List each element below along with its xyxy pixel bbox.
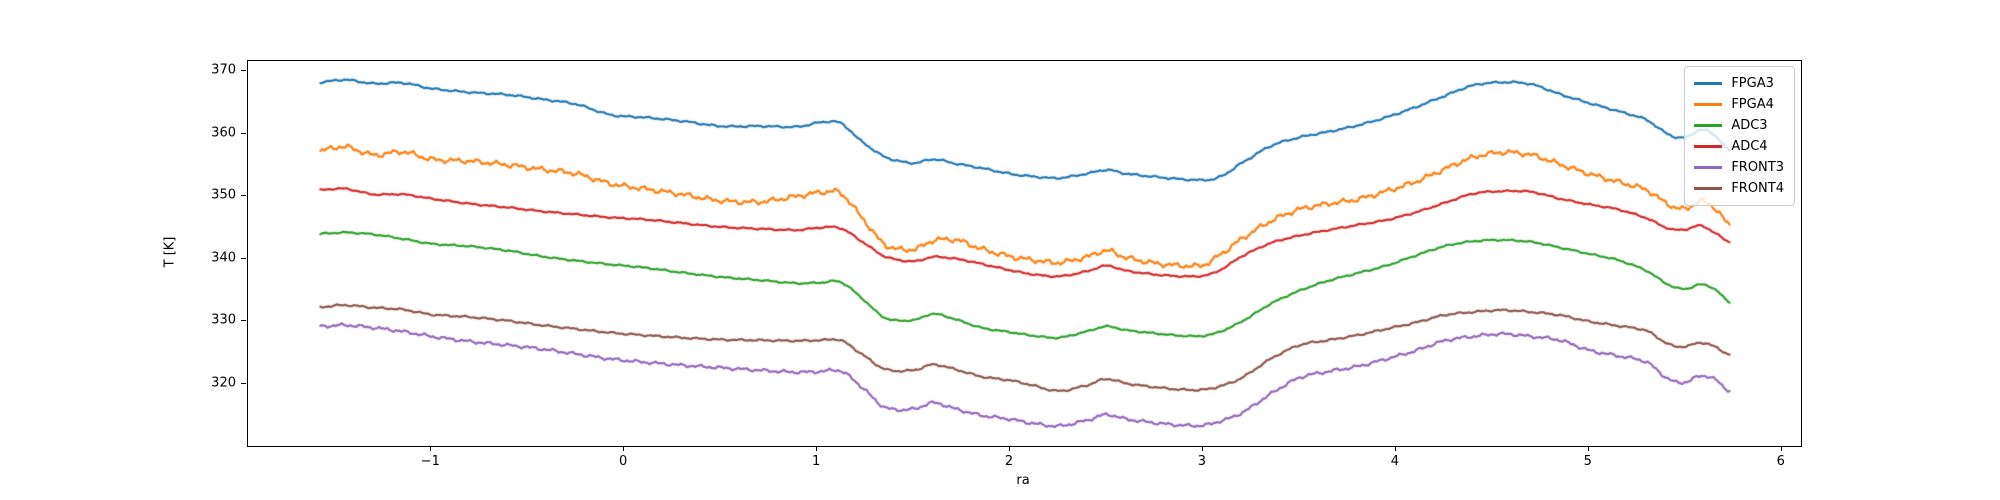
y-axis-tick-label: 370 [211,62,236,78]
legend-line-sample [1694,124,1723,127]
x-axis-tick-label: 2 [1004,454,1014,469]
x-axis-tick [1780,446,1782,451]
x-axis-tick-label: 5 [1583,454,1592,469]
y-axis-tick-label: 340 [211,250,236,266]
legend-line-sample [1694,166,1723,169]
legend-line-sample [1694,82,1723,85]
legend-label: FPGA4 [1731,97,1774,112]
legend-label: FPGA3 [1731,76,1774,91]
legend-label: FRONT3 [1731,160,1784,175]
legend-entry: FRONT4 [1694,178,1784,199]
x-axis-tick [1009,446,1011,451]
plot-canvas [248,61,1801,446]
x-axis-tick [430,446,432,451]
x-axis-tick [623,446,625,451]
legend-box: FPGA3 FPGA4 ADC3 ADC4 FRONT3 FRONT4 [1684,66,1795,206]
legend-entry: FPGA3 [1694,73,1784,94]
legend-line-sample [1694,145,1723,148]
y-axis-tick [241,383,246,385]
legend-label: ADC4 [1731,139,1768,154]
y-axis-tick [241,320,246,322]
y-axis-tick [241,257,246,259]
legend-entry: FRONT3 [1694,157,1784,178]
y-axis-tick-label: 350 [211,187,236,203]
legend-line-sample [1694,103,1723,106]
legend-entry: FPGA4 [1694,94,1784,115]
x-axis-tick [1394,446,1396,451]
x-axis-tick-label: 6 [1776,454,1785,469]
x-axis-tick-label: 1 [811,454,821,469]
y-axis-tick [241,132,246,134]
legend-entry: ADC4 [1694,136,1784,157]
y-axis-tick-label: 320 [211,375,236,391]
x-axis-label: ra [1016,473,1030,488]
x-axis-tick [816,446,818,451]
legend-label: FRONT4 [1731,181,1784,196]
legend-line-sample [1694,187,1723,190]
y-axis-tick-label: 330 [211,312,236,328]
x-axis-tick-label: 3 [1197,454,1207,469]
y-axis-tick [241,195,246,197]
x-axis-tick [1587,446,1589,451]
y-axis-tick-label: 360 [211,125,236,141]
legend-label: ADC3 [1731,118,1768,133]
x-axis-tick-label: 0 [619,454,628,469]
plot-area: FPGA3 FPGA4 ADC3 ADC4 FRONT3 FRONT4 [247,60,1802,447]
x-axis-tick-label: −1 [420,454,440,469]
x-axis-tick-label: 4 [1390,454,1399,469]
x-axis-tick [1201,446,1203,451]
y-axis-tick [241,70,246,72]
legend-entry: ADC3 [1694,115,1784,136]
y-axis-label: T [K] [162,236,178,268]
